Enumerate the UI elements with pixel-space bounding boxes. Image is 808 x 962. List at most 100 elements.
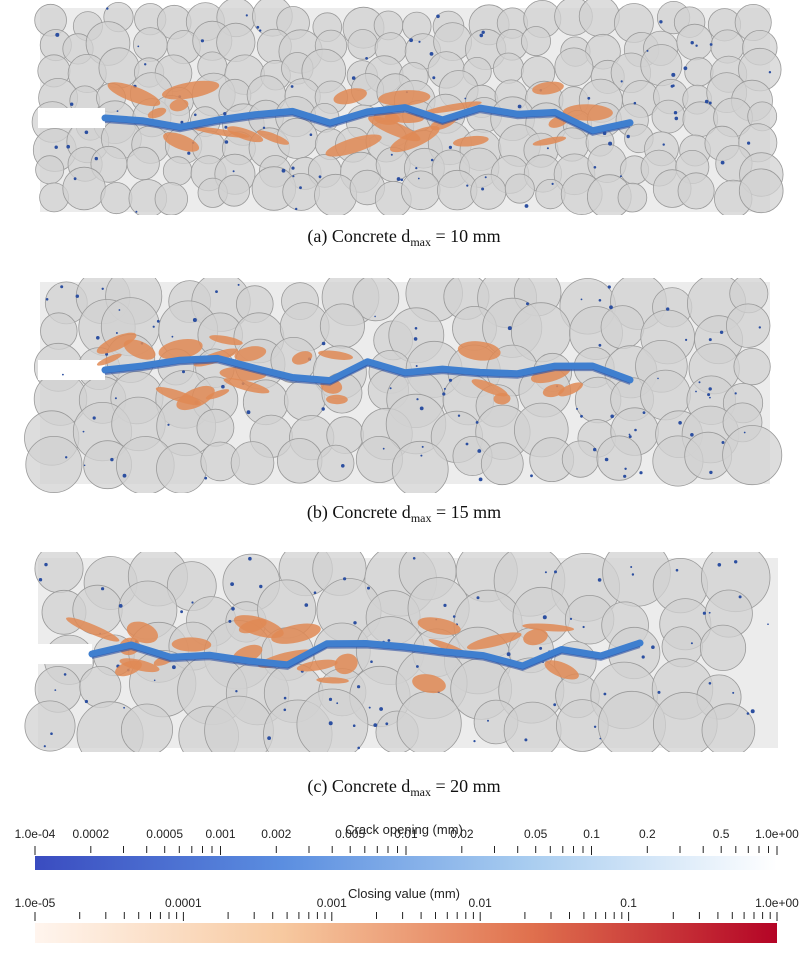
micro-crack-speck	[630, 566, 633, 568]
micro-crack-speck	[599, 737, 602, 740]
caption-b-prefix: (b) Concrete d	[306, 502, 411, 522]
micro-crack-speck	[443, 603, 447, 607]
micro-crack-speck	[187, 151, 191, 155]
closing-patch	[147, 107, 167, 119]
micro-crack-speck	[118, 604, 123, 608]
micro-crack-speck	[94, 156, 99, 161]
closing-patch	[66, 617, 120, 642]
micro-crack-speck	[63, 673, 67, 676]
micro-crack-speck	[666, 307, 670, 311]
micro-crack-speck	[224, 140, 229, 144]
aggregate-particle	[347, 29, 379, 60]
micro-crack-speck	[65, 456, 68, 459]
caption-a-prefix: (a) Concrete d	[307, 226, 411, 246]
micro-crack-speck	[246, 410, 251, 415]
panel-c	[0, 552, 808, 752]
micro-crack-speck	[232, 170, 235, 173]
closing-patch	[368, 115, 421, 142]
micro-crack-speck	[84, 699, 88, 704]
micro-crack-speck	[54, 145, 58, 149]
micro-crack-speck	[593, 447, 597, 452]
closing-patch	[452, 135, 489, 147]
micro-crack-speck	[256, 25, 260, 29]
micro-crack-speck	[114, 397, 117, 400]
micro-crack-speck	[267, 736, 271, 740]
micro-crack-speck	[84, 130, 89, 135]
micro-crack-speck	[717, 563, 722, 567]
colorbar-tick-label: 0.5	[712, 827, 730, 841]
crack-path	[88, 639, 644, 670]
aggregate-particle	[617, 182, 648, 213]
micro-crack-speck	[231, 607, 235, 611]
closing-patch	[155, 386, 201, 406]
colorbar-tick-label: 1.0e-04	[14, 827, 56, 841]
aggregate-particle	[277, 438, 323, 484]
micro-crack-speck	[457, 414, 461, 417]
caption-c-prefix: (c) Concrete d	[307, 776, 411, 796]
micro-crack-speck	[357, 685, 361, 689]
micro-crack-speck	[83, 464, 86, 467]
micro-crack-speck	[708, 611, 711, 614]
caption-b: (b) Concrete dmax = 15 mm	[0, 502, 808, 526]
crack-path	[101, 104, 634, 135]
aggregate-particle	[535, 179, 566, 210]
micro-crack-speck	[747, 141, 751, 145]
micro-crack-speck	[283, 696, 287, 700]
aggregate-particle	[400, 170, 441, 211]
closing-patch	[412, 674, 446, 694]
micro-crack-speck	[551, 182, 554, 185]
micro-crack-speck	[721, 441, 725, 444]
micro-crack-speck	[631, 573, 635, 576]
aggregate-particle	[480, 442, 524, 486]
micro-crack-speck	[106, 7, 109, 10]
micro-crack-speck	[598, 343, 602, 347]
micro-crack-speck	[448, 145, 452, 149]
aggregate-particle	[296, 688, 369, 752]
micro-crack-speck	[670, 84, 674, 88]
micro-crack-speck	[367, 586, 370, 590]
colorbar-tick-label: 0.1	[583, 827, 600, 841]
micro-crack-speck	[318, 175, 322, 179]
closing-patch	[493, 392, 511, 405]
micro-crack-speck	[580, 298, 583, 301]
micro-crack-speck	[118, 309, 121, 311]
caption-c-suffix: = 20 mm	[430, 776, 501, 796]
micro-crack-speck	[291, 166, 295, 170]
micro-crack-speck	[598, 299, 602, 302]
closing-patch	[562, 104, 613, 121]
micro-crack-speck	[750, 709, 755, 714]
micro-crack-speck	[373, 723, 378, 727]
aggregate-particle	[677, 172, 715, 210]
micro-crack-speck	[123, 706, 125, 709]
aggregate-particle	[154, 182, 188, 215]
colorbar-tick-label: 1.0e+00	[755, 896, 799, 910]
closing-patch	[96, 332, 137, 354]
micro-crack-speck	[542, 615, 547, 620]
micro-crack-speck	[673, 111, 678, 115]
micro-crack-speck	[38, 578, 43, 582]
panel-b-render	[24, 278, 783, 493]
micro-crack-speck	[524, 738, 528, 742]
aggregate-particle	[25, 435, 83, 493]
micro-crack-speck	[732, 691, 735, 694]
micro-crack-speck	[200, 39, 204, 43]
micro-crack-speck	[429, 52, 434, 56]
micro-crack-speck	[746, 712, 750, 715]
aggregate-particle	[133, 27, 168, 62]
closing-patch	[378, 90, 431, 106]
crack-path	[101, 354, 634, 385]
micro-crack-speck	[180, 610, 184, 614]
micro-crack-speck	[420, 454, 423, 457]
closing-patch	[523, 628, 548, 646]
closing-patch	[163, 132, 200, 152]
micro-crack-speck	[659, 20, 663, 24]
micro-crack-speck	[135, 210, 138, 213]
colorbar-closing-value: Closing value (mm) 1.0e-05 0.0001 0.001 0.0…	[0, 886, 808, 962]
aggregate-particle	[156, 442, 207, 493]
micro-crack-speck	[767, 623, 769, 625]
closing-patch	[205, 389, 230, 400]
micro-crack-speck	[662, 143, 665, 146]
micro-crack-speck	[336, 702, 339, 705]
micro-crack-speck	[116, 110, 119, 112]
micro-crack-speck	[475, 421, 479, 424]
